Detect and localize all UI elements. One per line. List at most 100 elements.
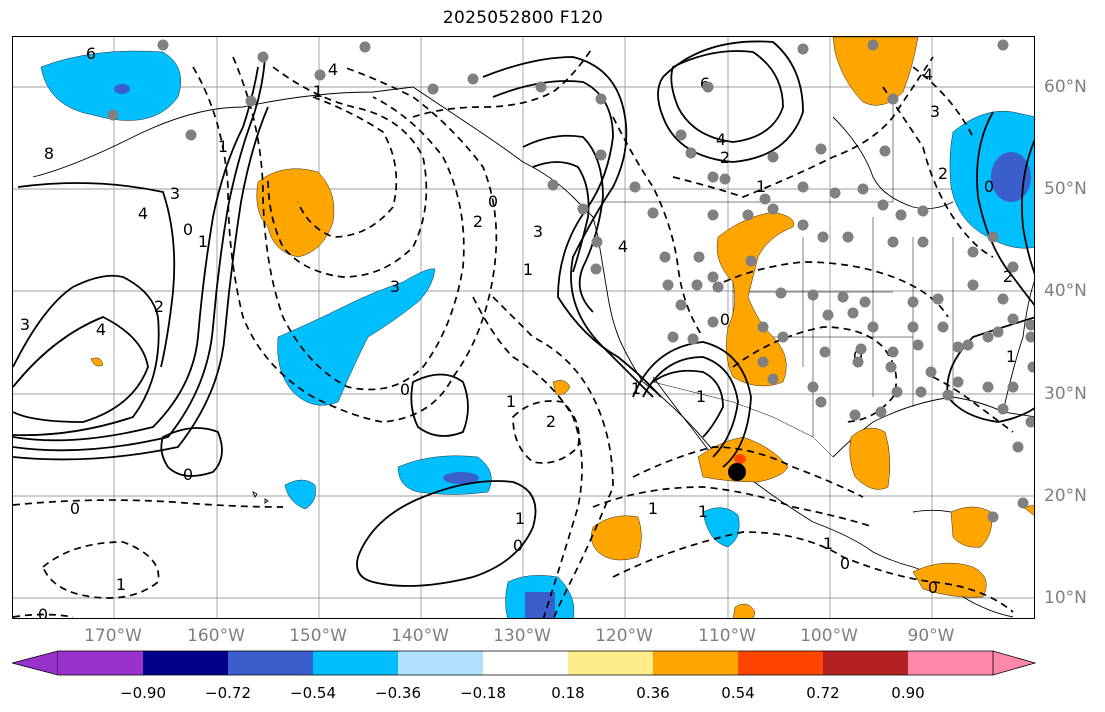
station-marker [967,246,979,258]
contour-label: 4 [923,65,933,84]
station-marker [535,81,547,93]
station-marker [107,109,119,121]
station-marker [879,145,891,157]
contour-label: 4 [138,204,148,223]
contour-label: 4 [328,60,338,79]
positive-anomaly-region [733,603,756,618]
station-marker [822,309,834,321]
station-marker [797,43,809,55]
station-marker [817,231,829,243]
station-marker [807,381,819,393]
contour-label: 1 [648,499,658,518]
dashed-contours [13,46,1014,618]
station-marker [797,219,809,231]
colorbar-segment [143,651,228,675]
station-marker [819,346,831,358]
lat-label: 30°N [1044,384,1087,404]
station-marker [742,209,754,221]
colorbar-extend-high [992,650,1036,676]
colorbar [12,650,1036,676]
map-panel: 6 6 4 3 4 2 0 1 3 4 2 1 0 1 0 1 3 4 0 0 … [12,36,1035,619]
contour-label: 2 [154,297,164,316]
station-marker [467,73,479,85]
station-marker [590,263,602,275]
station-marker [257,51,269,63]
contour-label: 4 [618,237,628,256]
station-marker [775,287,787,299]
station-marker [915,386,927,398]
station-marker [982,381,994,393]
station-marker [895,209,907,221]
colorbar-segment [908,651,993,675]
station-marker [847,307,859,319]
contour-label: 1 [756,177,766,196]
station-marker [245,95,257,107]
station-marker [867,39,879,51]
station-marker [667,331,679,343]
station-marker [997,403,1009,415]
contour-label: 2 [546,412,556,431]
strong-positive-core [734,454,746,464]
contour-label: 1 [515,509,525,528]
positive-anomaly-region [950,506,993,548]
negative-anomaly-region [397,455,492,495]
station-marker [712,281,724,293]
station-marker [1025,416,1034,428]
station-marker [837,291,849,303]
map-title: 2025052800 F120 [442,8,604,28]
station-marker [691,279,703,291]
station-marker [745,255,757,267]
colorbar-extend-low [12,650,59,676]
contour-label: 1 [523,260,533,279]
graticule [13,37,1034,618]
station-marker [577,203,589,215]
station-marker [925,366,937,378]
positive-anomaly-region [912,562,987,598]
contour-label: 1 [1006,347,1016,366]
contour-label: 1 [698,502,708,521]
station-marker [687,333,699,345]
positive-anomaly-region [90,357,104,367]
highlighted-station-marker [728,463,746,481]
lon-label: 100°W [800,626,858,646]
contour-label: 4 [716,130,726,149]
positive-anomaly-region [552,380,571,395]
station-marker [707,271,719,283]
contour-label: 0 [928,578,938,597]
station-marker [1012,441,1024,453]
station-marker [859,296,871,308]
contour-label: 0 [720,310,730,329]
station-marker [685,147,697,159]
contour-label: 0 [183,220,193,239]
station-marker [849,409,861,421]
colorbar-tick-label: 0.18 [551,684,585,702]
station-marker [707,316,719,328]
station-marker [757,321,769,333]
contour-label: 0 [513,536,523,555]
station-marker [942,389,954,401]
lon-label: 130°W [493,626,551,646]
solid-contours [13,40,1034,587]
station-marker [759,193,771,205]
negative-anomaly-region [284,479,316,510]
station-marker [1027,361,1034,373]
station-marker [982,331,994,343]
contour-label: 2 [1003,267,1013,286]
colorbar-tick-label: 0.90 [891,684,925,702]
colorbar-tick-label: −0.90 [120,684,166,702]
colorbar-segment [228,651,313,675]
positive-anomaly-region [832,37,919,106]
station-marker [707,209,719,221]
colorbar-segment [398,651,483,675]
negative-anomaly-core [991,152,1031,202]
station-marker [992,326,1004,338]
colorbar-tick-label: 0.54 [721,684,755,702]
station-marker [962,339,974,351]
lon-label: 110°W [698,626,756,646]
colorbar-tick-label: −0.18 [460,684,506,702]
contour-label: 8 [44,144,54,163]
station-marker [591,236,603,248]
station-marker [815,143,827,155]
station-marker [997,293,1009,305]
contour-label: 1 [696,387,706,406]
